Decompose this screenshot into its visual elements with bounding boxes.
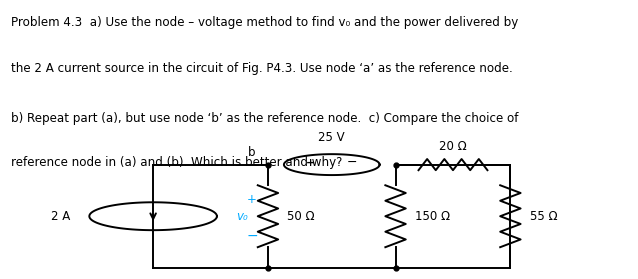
Text: 2 A: 2 A	[51, 210, 70, 223]
Text: 50 Ω: 50 Ω	[287, 210, 315, 223]
Text: 20 Ω: 20 Ω	[439, 140, 467, 153]
Text: Problem 4.3  a) Use the node – voltage method to find v₀ and the power delivered: Problem 4.3 a) Use the node – voltage me…	[11, 16, 519, 29]
Text: reference node in (a) and (b). Which is better and why?: reference node in (a) and (b). Which is …	[11, 156, 343, 169]
Text: 25 V: 25 V	[318, 131, 345, 145]
Text: the 2 A current source in the circuit of Fig. P4.3. Use node ‘a’ as the referenc: the 2 A current source in the circuit of…	[11, 62, 513, 76]
Text: v₀: v₀	[237, 210, 248, 223]
Text: b) Repeat part (a), but use node ‘b’ as the reference node.  c) Compare the choi: b) Repeat part (a), but use node ‘b’ as …	[11, 112, 519, 126]
Text: 55 Ω: 55 Ω	[530, 210, 557, 223]
Text: 150 Ω: 150 Ω	[415, 210, 450, 223]
Text: +: +	[247, 193, 257, 206]
Text: +: +	[306, 158, 315, 167]
Text: −: −	[346, 156, 357, 169]
Text: −: −	[246, 229, 258, 243]
Text: b: b	[248, 146, 256, 159]
